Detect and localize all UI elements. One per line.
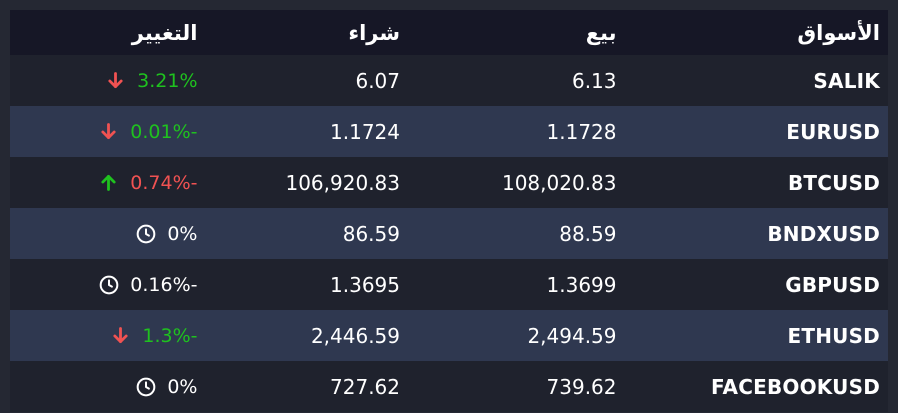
sell-price: 739.62	[546, 374, 617, 399]
markets-watchlist-table: الأسواق بيع شراء التغيير SALIK 6.13 6.07…	[10, 10, 888, 412]
change-cell: 0%	[10, 223, 198, 245]
market-row[interactable]: FACEBOOKUSD 739.62 727.62 0%	[10, 361, 888, 412]
column-header-buy: شراء	[348, 20, 400, 45]
change-cell: 0.16%-	[10, 274, 198, 296]
arrow-up-icon	[98, 171, 119, 194]
buy-price: 6.07	[355, 68, 400, 93]
market-row[interactable]: BTCUSD 108,020.83 106,920.83 0.74%-	[10, 157, 888, 208]
market-row[interactable]: ETHUSD 2,494.59 2,446.59 1.3%-	[10, 310, 888, 361]
market-row[interactable]: GBPUSD 1.3699 1.3695 0.16%-	[10, 259, 888, 310]
buy-price: 1.3695	[330, 272, 400, 297]
change-cell: 1.3%-	[10, 324, 198, 347]
sell-price: 108,020.83	[501, 170, 617, 195]
change-cell: 0.74%-	[10, 171, 198, 194]
column-header-change: التغيير	[131, 20, 198, 45]
change-cell: 3.21%	[10, 69, 198, 92]
clock-icon	[136, 224, 156, 244]
clock-icon	[99, 275, 119, 295]
market-symbol: GBPUSD	[785, 272, 880, 297]
change-cell: 0.01%-	[10, 120, 198, 143]
buy-price: 86.59	[342, 221, 400, 246]
buy-price: 727.62	[330, 374, 400, 399]
table-body: SALIK 6.13 6.07 3.21% EURUSD 1.1728 1.17…	[10, 55, 888, 412]
arrow-down-icon	[110, 324, 131, 347]
market-symbol: BTCUSD	[787, 170, 880, 195]
sell-price: 1.1728	[546, 119, 617, 144]
clock-icon	[136, 377, 156, 397]
market-symbol: SALIK	[813, 68, 880, 93]
market-row[interactable]: SALIK 6.13 6.07 3.21%	[10, 55, 888, 106]
change-value: 0.16%-	[130, 273, 198, 296]
arrow-down-icon	[98, 120, 119, 143]
change-value: 0%	[167, 375, 198, 398]
change-value: 0.01%-	[130, 120, 198, 143]
column-header-markets: الأسواق	[797, 20, 880, 45]
market-row[interactable]: BNDXUSD 88.59 86.59 0%	[10, 208, 888, 259]
buy-price: 106,920.83	[285, 170, 400, 195]
change-value: 0%	[167, 222, 198, 245]
arrow-down-icon	[105, 69, 126, 92]
market-row[interactable]: EURUSD 1.1728 1.1724 0.01%-	[10, 106, 888, 157]
change-value: 3.21%	[137, 69, 198, 92]
buy-price: 1.1724	[330, 119, 400, 144]
change-value: 0.74%-	[130, 171, 198, 194]
buy-price: 2,446.59	[310, 323, 400, 348]
market-symbol: ETHUSD	[787, 323, 880, 348]
column-header-sell: بيع	[585, 20, 617, 45]
sell-price: 88.59	[559, 221, 617, 246]
table-header: الأسواق بيع شراء التغيير	[10, 10, 888, 55]
market-symbol: BNDXUSD	[767, 221, 880, 246]
market-symbol: FACEBOOKUSD	[710, 374, 880, 399]
sell-price: 6.13	[571, 68, 617, 93]
market-symbol: EURUSD	[786, 119, 880, 144]
sell-price: 1.3699	[546, 272, 617, 297]
sell-price: 2,494.59	[527, 323, 617, 348]
change-value: 1.3%-	[142, 324, 198, 347]
change-cell: 0%	[10, 376, 198, 398]
